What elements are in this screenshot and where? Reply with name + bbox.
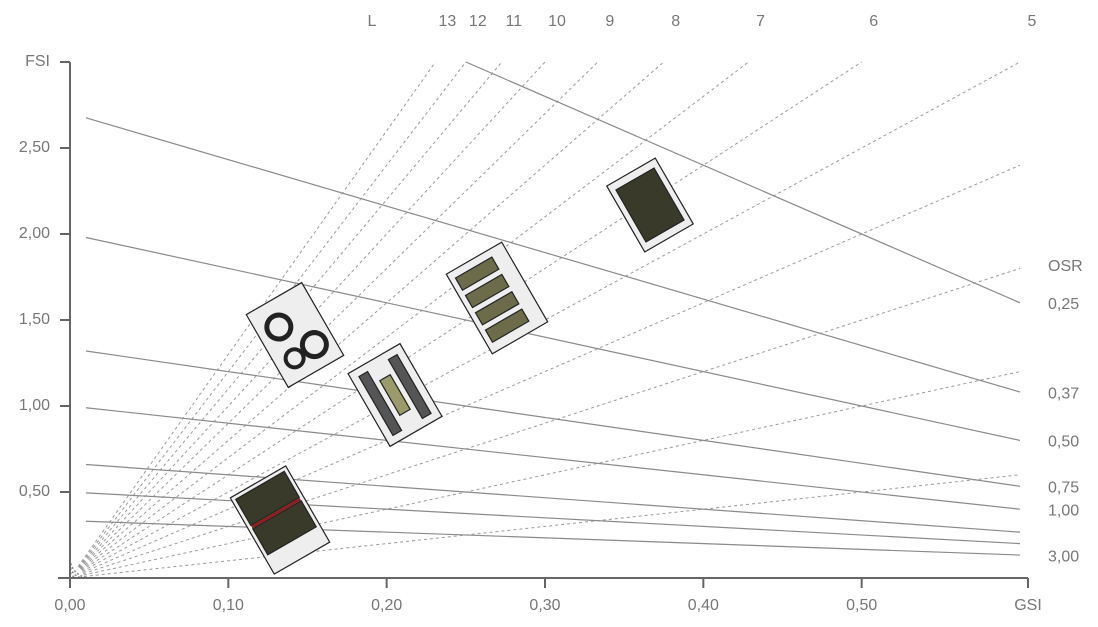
floor-label: 7 <box>756 13 765 30</box>
floor-line <box>77 61 436 567</box>
x-tick-label: 0,20 <box>371 597 402 614</box>
x-tick-label: 0,40 <box>688 597 719 614</box>
x-tick-label: 0,00 <box>54 597 85 614</box>
osr-line <box>85 236 1021 441</box>
osr-label: 0,75 <box>1048 479 1079 496</box>
floor-label: 5 <box>1028 13 1037 30</box>
y-tick-label: 0,50 <box>19 483 50 500</box>
floor-line <box>83 267 1021 575</box>
floor-line <box>82 61 1021 572</box>
x-tick-label: 0,50 <box>846 597 877 614</box>
building <box>245 281 345 389</box>
floor-label: 12 <box>469 13 487 30</box>
y-tick-label: 2,50 <box>19 139 50 156</box>
osr-label: 0,25 <box>1048 296 1079 313</box>
x-tick-label: 0,10 <box>213 597 244 614</box>
osr-line <box>465 61 1021 304</box>
building <box>605 157 695 253</box>
osr-axis-label: OSR <box>1048 258 1083 275</box>
floor-line <box>83 474 1021 577</box>
floor-line <box>79 61 599 569</box>
x-tick-label: 0,30 <box>529 597 560 614</box>
osr-line <box>85 492 1021 545</box>
floor-label: 10 <box>548 13 566 30</box>
building <box>229 465 331 575</box>
buildings <box>229 157 695 575</box>
floor-axis-label: L <box>368 13 377 30</box>
osr-label: 0,37 <box>1048 385 1079 402</box>
osr-label: 0,50 <box>1048 434 1079 451</box>
building <box>445 241 549 355</box>
osr-line <box>85 117 1021 393</box>
floor-label: 6 <box>869 13 878 30</box>
osr-line <box>85 463 1021 533</box>
osr-label: 1,00 <box>1048 502 1079 519</box>
floor-line <box>82 164 1021 573</box>
floor-label: 13 <box>438 13 456 30</box>
y-tick-label: 1,00 <box>19 397 50 414</box>
osr-line <box>85 350 1021 487</box>
floor-label: 9 <box>605 13 614 30</box>
osr-line <box>85 407 1021 510</box>
building <box>347 342 443 448</box>
floor-line <box>83 371 1021 576</box>
floor-label: 8 <box>671 13 680 30</box>
x-axis-label: GSI <box>1014 597 1042 614</box>
floor-line <box>78 61 503 568</box>
floor-line <box>80 61 749 570</box>
osr-line <box>85 520 1021 556</box>
plot: 5 6 7 8 9 10 11 12 13 L 0,25 0,37 0,50 0,75 1,00 3,00 OS… <box>19 13 1083 614</box>
y-tick-label: 2,00 <box>19 225 50 242</box>
y-tick-label: 1,50 <box>19 311 50 328</box>
floor-label: 11 <box>506 13 523 30</box>
floor-line <box>81 61 862 571</box>
osr-label: 3,00 <box>1048 548 1079 565</box>
y-axis-label: FSI <box>25 53 50 70</box>
floor-line <box>80 61 665 570</box>
